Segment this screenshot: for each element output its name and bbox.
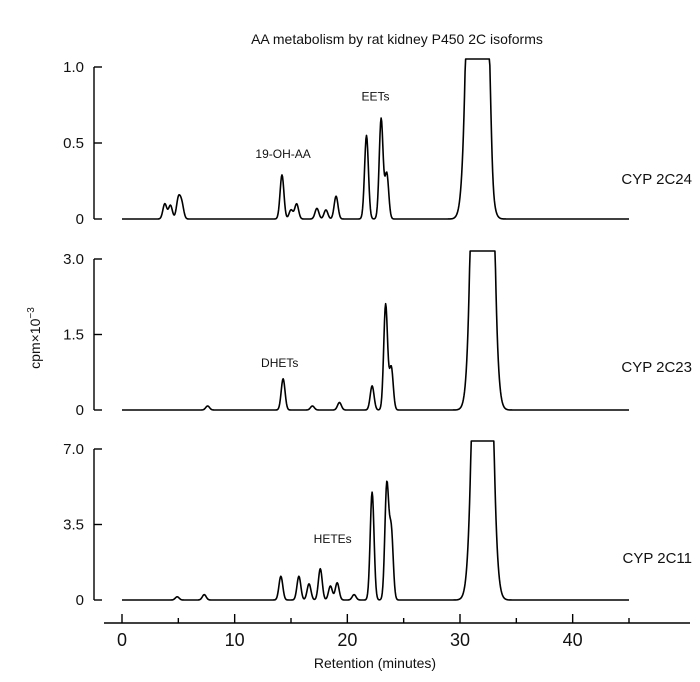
chart-title: AA metabolism by rat kidney P450 2C isof… (251, 31, 543, 47)
x-axis: 0 10 20 30 40 (104, 614, 690, 650)
chart-panels: 0 0.5 1.0 19-OH-AA EETs CYP 2C24 0 1.5 3.0 DHETs C… (63, 58, 693, 609)
series-label: CYP 2C23 (621, 359, 692, 376)
y-axis-label-base: cpm×10 (27, 318, 43, 368)
y-tick-label: 0 (76, 211, 84, 228)
x-tick-label: 10 (225, 630, 245, 650)
peak-annotation: HETEs (314, 532, 352, 546)
y-tick-label: 0 (76, 402, 84, 419)
x-tick-label: 20 (337, 630, 357, 650)
y-tick-label: 1.0 (63, 59, 84, 76)
series-label: CYP 2C24 (621, 171, 692, 188)
x-tick-label: 0 (117, 630, 127, 650)
chromatogram-trace (121, 440, 630, 601)
peak-annotation: DHETs (261, 356, 298, 370)
x-axis-label: Retention (minutes) (314, 655, 436, 671)
y-tick-label: 1.5 (63, 327, 84, 344)
chromatogram-trace (121, 250, 630, 411)
panel-1: 0 0.5 1.0 19-OH-AA EETs CYP 2C24 (63, 58, 692, 228)
x-tick-label: 40 (563, 630, 583, 650)
series-label: CYP 2C11 (623, 550, 693, 567)
y-tick-label: 0 (76, 592, 84, 609)
y-axis-label-exponent: −3 (26, 307, 37, 319)
y-tick-label: 3.5 (63, 517, 84, 534)
chromatogram-trace (121, 58, 630, 220)
y-axis-label: cpm×10−3 (26, 307, 43, 369)
x-tick-label: 30 (450, 630, 470, 650)
y-tick-label: 0.5 (63, 135, 84, 152)
peak-annotation: 19-OH-AA (255, 147, 310, 161)
panel-2: 0 1.5 3.0 DHETs CYP 2C23 (63, 250, 692, 419)
peak-annotation: EETs (361, 89, 389, 103)
y-tick-label: 3.0 (63, 251, 84, 268)
y-tick-label: 7.0 (63, 441, 84, 458)
panel-3: 0 3.5 7.0 HETEs CYP 2C11 (63, 440, 693, 609)
